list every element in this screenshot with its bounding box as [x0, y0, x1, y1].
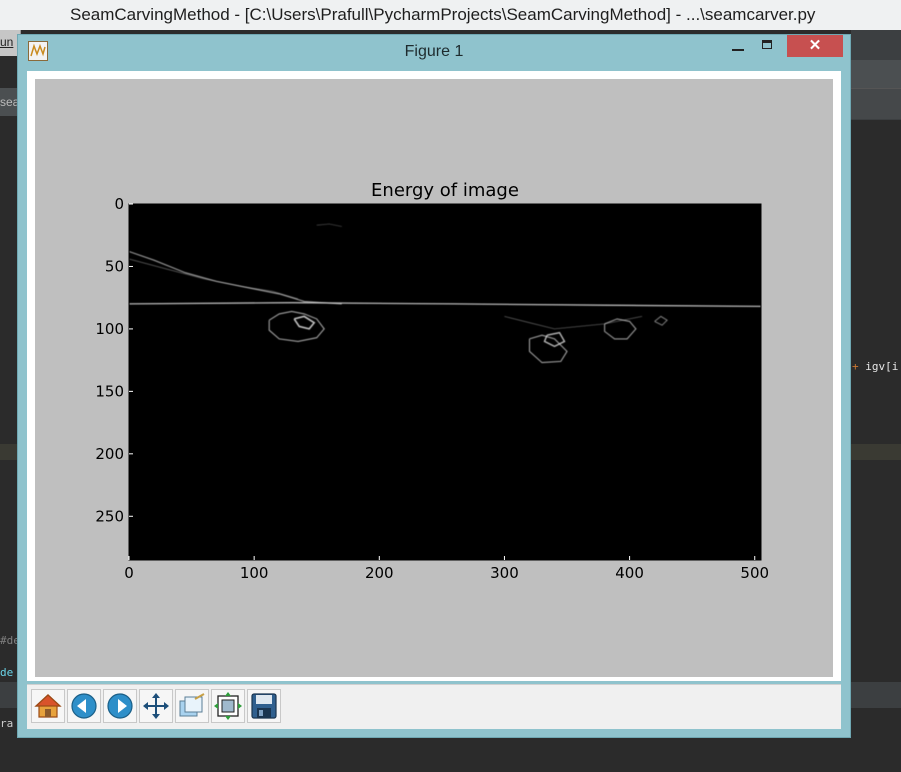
minimize-button[interactable]	[724, 35, 752, 57]
pan-icon	[143, 693, 169, 719]
close-button[interactable]: ✕	[787, 35, 843, 57]
ide-right-toolbar-row	[851, 60, 901, 89]
zoom-button[interactable]	[175, 689, 209, 723]
x-tick-label: 300	[490, 564, 519, 582]
edge-stroke	[543, 331, 566, 348]
figure-canvas-frame: 0 100 200 300 400 500 0 50 100 150 200 250 Energy of…	[27, 71, 841, 681]
ide-keyword-fragment: de	[0, 666, 14, 679]
maximize-button[interactable]	[754, 35, 782, 57]
edge-stroke	[316, 223, 342, 227]
pan-button[interactable]	[139, 689, 173, 723]
figure-toolbar	[27, 684, 841, 729]
figure-window: Figure 1 ✕ 0 100 200 300 400 500 0 50 100 150 200 2…	[17, 34, 851, 738]
ide-title-bar: SeamCarvingMethod - [C:\Users\Prafull\Py…	[0, 0, 901, 30]
edge-stroke	[128, 302, 762, 308]
subplots-button[interactable]	[211, 689, 245, 723]
home-icon	[34, 694, 62, 718]
forward-icon	[107, 693, 133, 719]
ide-menu-fragment[interactable]: un	[0, 30, 21, 56]
edge-stroke	[528, 334, 568, 364]
y-tick-label: 200	[95, 445, 124, 463]
ide-right-toolbar	[851, 30, 901, 120]
edge-stroke	[293, 315, 316, 330]
x-tick-label: 100	[240, 564, 269, 582]
ide-line-highlight-left	[0, 444, 18, 460]
home-button[interactable]	[31, 689, 65, 723]
figure-title-bar[interactable]: Figure 1 ✕	[18, 35, 850, 69]
x-tick-label: 400	[615, 564, 644, 582]
ide-comment-fragment: #de	[0, 634, 20, 647]
subplots-icon	[214, 692, 242, 720]
save-icon	[251, 693, 277, 719]
energy-chart: 0 100 200 300 400 500 0 50 100 150 200 250 Energy of…	[95, 180, 769, 582]
x-tick-label: 200	[365, 564, 394, 582]
zoom-icon	[179, 693, 205, 717]
y-tick-label: 250	[95, 507, 124, 525]
ide-bottom-fragment: ra	[0, 717, 14, 730]
x-tick-label: 0	[124, 564, 134, 582]
y-tick-label: 150	[95, 382, 124, 400]
y-tick-label: 0	[114, 195, 124, 213]
menu-fragment-label: un	[0, 35, 14, 49]
ide-window-title: SeamCarvingMethod - [C:\Users\Prafull\Py…	[70, 5, 816, 24]
energy-image	[129, 204, 761, 560]
code-text: igv[i	[858, 360, 899, 373]
x-tick-label: 500	[740, 564, 769, 582]
back-icon	[71, 693, 97, 719]
edge-stroke	[654, 315, 668, 326]
chart-title: Energy of image	[371, 180, 519, 201]
matplotlib-app-icon	[28, 41, 48, 61]
close-icon: ✕	[808, 37, 822, 54]
energy-edges	[128, 223, 762, 364]
edge-stroke	[128, 258, 299, 300]
ide-code-fragment: + igv[i	[852, 360, 898, 373]
axes-frame	[128, 203, 762, 561]
tab-fragment-label: sea	[0, 95, 20, 109]
back-button[interactable]	[67, 689, 101, 723]
edge-stroke	[504, 316, 643, 330]
y-tick-label: 50	[105, 257, 124, 275]
code-plus: +	[852, 360, 859, 373]
figure-canvas[interactable]: 0 100 200 300 400 500 0 50 100 150 200 250 Energy of…	[35, 79, 833, 677]
edge-stroke	[604, 318, 637, 340]
y-tick-label: 100	[95, 320, 124, 338]
ide-tab-fragment[interactable]: sea	[0, 88, 20, 116]
edge-stroke	[268, 310, 325, 342]
forward-button[interactable]	[103, 689, 137, 723]
save-button[interactable]	[247, 689, 281, 723]
figure-window-title: Figure 1	[404, 43, 464, 60]
ide-line-highlight	[851, 444, 901, 460]
ide-right-tab-row	[851, 88, 901, 119]
